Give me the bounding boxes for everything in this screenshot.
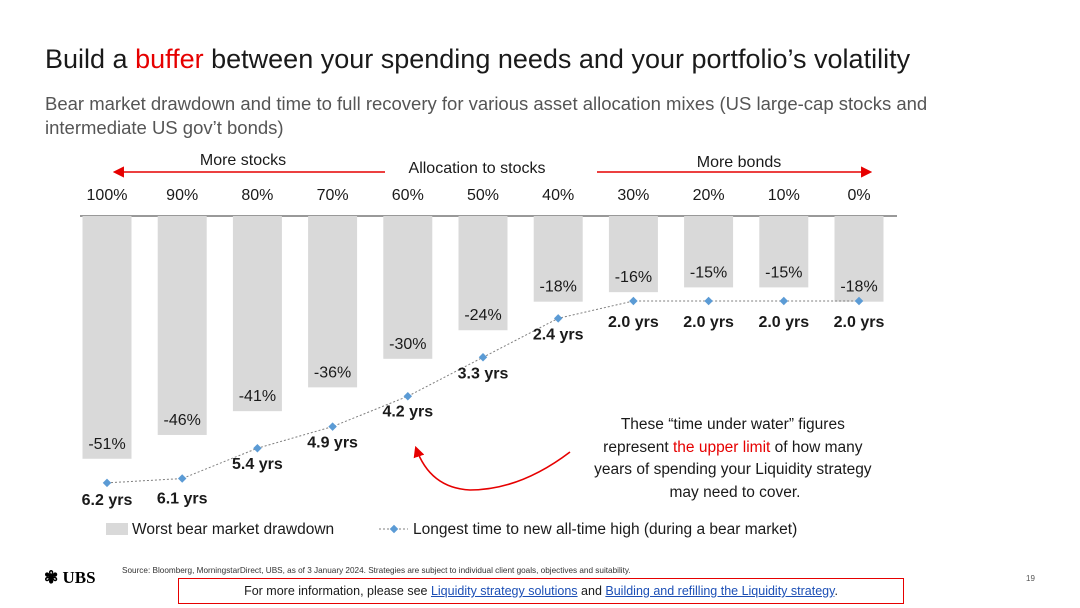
category-label: 30%: [617, 187, 649, 204]
drawdown-value-label: -16%: [615, 269, 652, 286]
legend-line-marker: [389, 524, 399, 534]
allocation-chart: More stocks Allocation to stocks More bo…: [80, 152, 897, 538]
slide-title: Build a buffer between your spending nee…: [45, 44, 910, 75]
category-label: 20%: [693, 187, 725, 204]
recovery-point: [328, 422, 337, 431]
recovery-point: [553, 314, 563, 323]
annotation-group: These “time under water” figures represe…: [413, 416, 876, 501]
recovery-years-label: 5.4 yrs: [232, 456, 283, 473]
category-label: 0%: [847, 187, 870, 204]
annotation-arrow: [413, 445, 571, 491]
drawdown-bar: [458, 216, 508, 331]
drawdown-value-label: -41%: [239, 388, 276, 405]
category-label: 80%: [241, 187, 273, 204]
recovery-years-label: 4.9 yrs: [307, 435, 358, 452]
drawdown-value-label: -15%: [765, 264, 802, 281]
title-accent: buffer: [135, 44, 204, 74]
recovery-years-label: 2.0 yrs: [608, 314, 659, 331]
recovery-line-group: 6.2 yrs 6.1 yrs 5.4 yrs 4.9 yrs 4.2 yrs 3.3 y…: [82, 296, 885, 509]
liquidity-solutions-link[interactable]: Liquidity strategy solutions: [430, 584, 578, 598]
more-info-box: For more information, please see Liquidi…: [178, 578, 904, 604]
ubs-logo: ✾ UBS: [44, 568, 96, 588]
recovery-years-label: 6.1 yrs: [157, 491, 208, 508]
info-post: .: [834, 584, 838, 598]
drawdown-value-label: -15%: [690, 264, 727, 281]
category-label: 90%: [166, 187, 198, 204]
drawdown-bar: [232, 216, 282, 412]
drawdown-bar: [608, 216, 658, 293]
recovery-point: [629, 296, 638, 306]
source-note: Source: Bloomberg, MorningstarDirect, UB…: [122, 566, 631, 575]
category-label: 100%: [87, 187, 128, 204]
drawdown-value-label: -51%: [88, 436, 125, 453]
info-mid: and: [577, 584, 606, 598]
legend-line-label: Longest time to new all-time high (durin…: [413, 521, 797, 538]
recovery-years-label: 6.2 yrs: [82, 492, 133, 509]
recovery-point: [177, 474, 187, 483]
drawdown-bar: [308, 216, 358, 388]
recovery-years-label: 2.4 yrs: [533, 326, 584, 343]
annotation-text: These “time under water” figures represe…: [594, 416, 876, 501]
drawdown-bar: [533, 216, 583, 302]
recovery-point: [102, 478, 112, 488]
drawdown-bar: [759, 216, 809, 288]
recovery-years-label: 2.0 yrs: [834, 314, 885, 331]
drawdown-bar: [383, 216, 433, 359]
title-pre: Build a: [45, 44, 136, 74]
drawdown-bar: [834, 216, 884, 302]
drawdown-value-label: -24%: [464, 307, 501, 324]
category-label: 10%: [768, 187, 800, 204]
category-label: 70%: [317, 187, 349, 204]
category-label: 40%: [542, 187, 574, 204]
drawdown-bar: [684, 216, 734, 288]
recovery-years-label: 2.0 yrs: [683, 314, 734, 331]
drawdown-value-label: -18%: [540, 279, 577, 296]
bars-group: -51% -46% -41% -36% -30% -24% -18% -16% -15% -15%…: [82, 216, 884, 459]
page-number: 19: [1026, 574, 1035, 583]
more-bonds-label: More bonds: [697, 154, 782, 171]
drawdown-value-label: -46%: [164, 412, 201, 429]
info-pre: For more information, please see: [244, 584, 431, 598]
category-label: 60%: [392, 187, 424, 204]
recovery-point: [403, 392, 413, 401]
drawdown-value-label: -36%: [314, 364, 351, 381]
drawdown-bar: [157, 216, 207, 435]
drawdown-bar: [82, 216, 132, 459]
building-refilling-link[interactable]: Building and refilling the Liquidity str…: [605, 584, 835, 598]
recovery-years-label: 4.2 yrs: [382, 403, 433, 420]
more-stocks-label: More stocks: [200, 152, 286, 169]
drawdown-value-label: -18%: [840, 279, 877, 296]
logo-keys-icon: ✾: [44, 568, 59, 587]
recovery-point: [854, 296, 864, 306]
logo-text: UBS: [62, 568, 96, 587]
chart-header: More stocks Allocation to stocks More bo…: [80, 152, 897, 217]
legend-bar-swatch: [106, 523, 128, 535]
recovery-point: [478, 353, 488, 362]
legend-bar-label: Worst bear market drawdown: [132, 521, 334, 538]
recovery-years-label: 2.0 yrs: [758, 314, 809, 331]
drawdown-value-label: -30%: [389, 336, 426, 353]
recovery-point: [704, 296, 713, 306]
recovery-years-label: 3.3 yrs: [458, 365, 509, 382]
recovery-point: [253, 443, 262, 453]
chart-legend: Worst bear market drawdown Longest time …: [106, 521, 797, 538]
category-label: 50%: [467, 187, 499, 204]
recovery-point: [779, 296, 789, 306]
slide-subtitle: Bear market drawdown and time to full re…: [45, 93, 928, 138]
title-post: between your spending needs and your por…: [203, 44, 911, 74]
allocation-label: Allocation to stocks: [409, 160, 546, 177]
